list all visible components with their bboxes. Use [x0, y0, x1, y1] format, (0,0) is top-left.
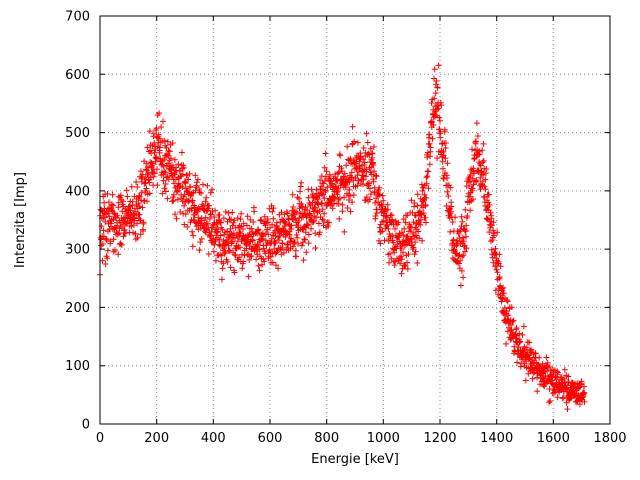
svg-text:600: 600 — [65, 68, 90, 83]
svg-text:0: 0 — [96, 431, 104, 446]
tick-labels: 0 200 400 600 800 1000 1200 1400 1600 1800 0 100 200… — [65, 10, 626, 447]
x-axis-label: Energie [keV] — [311, 452, 399, 467]
svg-text:200: 200 — [144, 431, 169, 446]
svg-text:200: 200 — [65, 301, 90, 316]
svg-text:800: 800 — [314, 431, 339, 446]
svg-text:1200: 1200 — [423, 431, 456, 446]
svg-text:100: 100 — [65, 359, 90, 374]
data-points — [97, 62, 588, 413]
svg-text:1600: 1600 — [537, 431, 570, 446]
svg-text:400: 400 — [201, 431, 226, 446]
plot-border — [99, 15, 611, 425]
svg-text:700: 700 — [65, 10, 90, 25]
svg-text:0: 0 — [82, 418, 90, 433]
svg-text:1000: 1000 — [367, 431, 400, 446]
svg-text:600: 600 — [258, 431, 283, 446]
svg-text:1800: 1800 — [593, 431, 626, 446]
svg-text:300: 300 — [65, 243, 90, 258]
svg-text:500: 500 — [65, 126, 90, 141]
y-axis-label: Intenzita [Imp] — [13, 172, 28, 268]
svg-text:400: 400 — [65, 184, 90, 199]
svg-text:1400: 1400 — [480, 431, 513, 446]
